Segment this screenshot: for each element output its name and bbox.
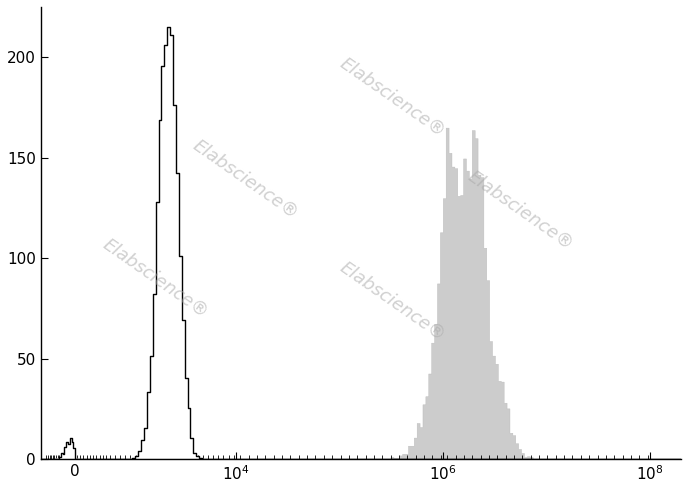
- Text: Elabscience®: Elabscience®: [336, 54, 449, 141]
- Text: Elabscience®: Elabscience®: [465, 168, 577, 254]
- Text: Elabscience®: Elabscience®: [189, 136, 302, 222]
- Text: Elabscience®: Elabscience®: [336, 258, 449, 344]
- Text: Elabscience®: Elabscience®: [100, 235, 212, 321]
